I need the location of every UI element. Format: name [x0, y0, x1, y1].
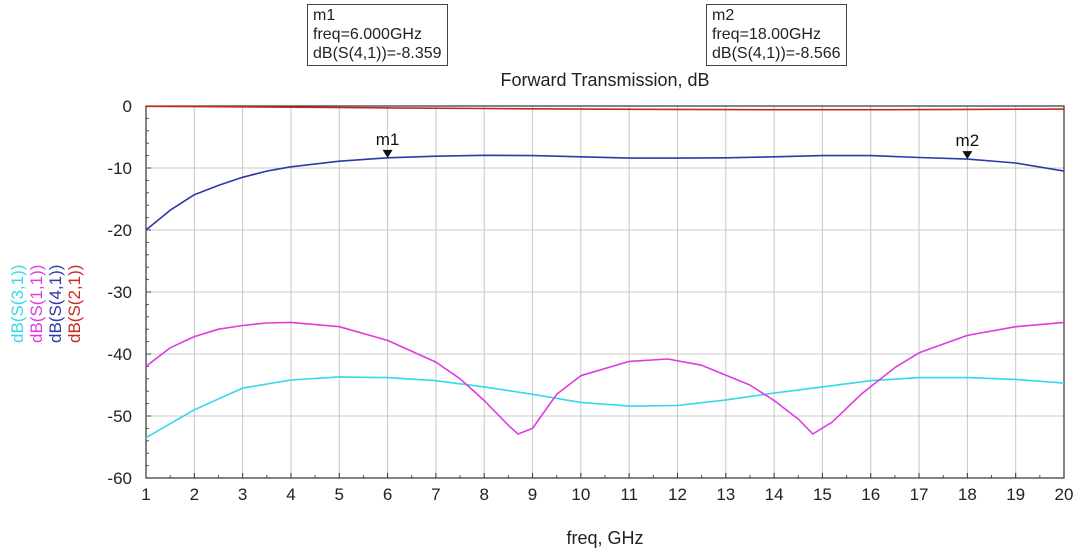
- series-line-db-s-1-1: [145, 321, 1065, 435]
- legend-item: dB(S(4,1)): [46, 264, 65, 343]
- x-tick-label: 13: [716, 485, 735, 504]
- legend: dB(S(3,1)) dB(S(1,1)) dB(S(4,1)) dB(S(2,1)): [8, 243, 88, 343]
- marker-box-title: m2: [712, 7, 735, 24]
- y-tick-label: -60: [107, 469, 132, 488]
- y-tick-label: -30: [107, 283, 132, 302]
- marker-box-value: dB(S(4,1))=-8.566: [712, 45, 841, 62]
- series-line-db-s-4-1: [145, 154, 1065, 231]
- legend-item: dB(S(1,1)): [27, 264, 46, 343]
- marker-label: m1: [376, 130, 400, 149]
- marker-label: m2: [956, 131, 980, 150]
- x-tick-label: 12: [668, 485, 687, 504]
- x-tick-label: 20: [1055, 485, 1074, 504]
- x-tick-label: 18: [958, 485, 977, 504]
- chart-title: Forward Transmission, dB: [500, 70, 710, 90]
- x-tick-label: 8: [479, 485, 488, 504]
- x-tick-label: 15: [813, 485, 832, 504]
- y-tick-label: -20: [107, 221, 132, 240]
- y-tick-label: -50: [107, 407, 132, 426]
- x-tick-label: 4: [286, 485, 295, 504]
- marker-box-m1: m1 freq=6.000GHz dB(S(4,1))=-8.359: [307, 4, 448, 66]
- x-tick-label: 11: [620, 485, 638, 504]
- marker-box-value: dB(S(4,1))=-8.359: [313, 45, 442, 62]
- legend-item: dB(S(2,1)): [65, 264, 84, 343]
- y-tick-label: -40: [107, 345, 132, 364]
- x-tick-label: 9: [528, 485, 537, 504]
- y-tick-label: 0: [123, 97, 132, 116]
- plot-frame: [145, 105, 1065, 479]
- marker-box-m2: m2 freq=18.00GHz dB(S(4,1))=-8.566: [706, 4, 847, 66]
- marker-box-freq: freq=18.00GHz: [712, 26, 821, 43]
- x-tick-label: 7: [431, 485, 440, 504]
- x-tick-label: 16: [861, 485, 880, 504]
- legend-item: dB(S(3,1)): [8, 264, 27, 343]
- marker-triangle: [962, 151, 973, 160]
- x-tick-label: 6: [383, 485, 392, 504]
- y-tick-label: -10: [107, 159, 132, 178]
- x-tick-label: 5: [335, 485, 344, 504]
- series-line-db-s-3-1: [145, 376, 1065, 439]
- x-tick-label: 14: [765, 485, 784, 504]
- x-tick-label: 19: [1006, 485, 1025, 504]
- series-line-db-s-2-1: [145, 105, 1065, 111]
- marker-triangle: [382, 149, 393, 158]
- x-axis-label: freq, GHz: [566, 528, 644, 548]
- x-tick-label: 1: [141, 485, 150, 504]
- x-tick-label: 10: [571, 485, 590, 504]
- x-tick-label: 17: [910, 485, 929, 504]
- marker-box-freq: freq=6.000GHz: [313, 26, 422, 43]
- x-tick-label: 3: [238, 485, 247, 504]
- x-tick-label: 2: [190, 485, 199, 504]
- marker-box-title: m1: [313, 7, 336, 24]
